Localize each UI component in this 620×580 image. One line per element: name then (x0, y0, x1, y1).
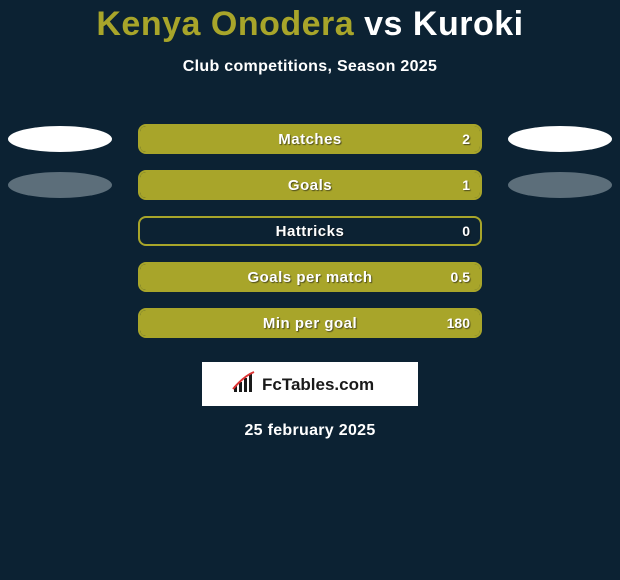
vs-label: vs (364, 5, 403, 43)
stat-label: Min per goal (140, 310, 480, 336)
stat-label: Matches (140, 126, 480, 152)
stat-bar: Min per goal180 (138, 308, 482, 338)
stat-bar: Goals per match0.5 (138, 262, 482, 292)
container: Kenya Onodera vs Kuroki Club competition… (0, 0, 620, 440)
stat-label: Goals per match (140, 264, 480, 290)
stat-bar: Hattricks0 (138, 216, 482, 246)
player1-name: Kenya Onodera (96, 5, 354, 43)
page-title: Kenya Onodera vs Kuroki (0, 5, 620, 44)
stat-value: 0.5 (451, 264, 470, 290)
subtitle: Club competitions, Season 2025 (0, 58, 620, 76)
stat-value: 2 (462, 126, 470, 152)
stat-value: 1 (462, 172, 470, 198)
stat-bar: Goals1 (138, 170, 482, 200)
left-bubble (8, 126, 112, 152)
left-bubble (8, 172, 112, 198)
stat-label: Goals (140, 172, 480, 198)
stat-row: Matches2 (0, 118, 620, 164)
stat-bar: Matches2 (138, 124, 482, 154)
logo-text: FcTables.com (262, 375, 374, 394)
fctables-logo: FcTables.com (230, 370, 390, 398)
stat-row: Hattricks0 (0, 210, 620, 256)
stat-row: Min per goal180 (0, 302, 620, 348)
right-bubble (508, 172, 612, 198)
player2-name: Kuroki (413, 5, 524, 43)
stat-row: Goals per match0.5 (0, 256, 620, 302)
right-bubble (508, 126, 612, 152)
date-label: 25 february 2025 (0, 422, 620, 440)
logo-box[interactable]: FcTables.com (202, 362, 418, 406)
stat-value: 0 (462, 218, 470, 244)
stat-rows: Matches2Goals1Hattricks0Goals per match0… (0, 118, 620, 348)
stat-label: Hattricks (140, 218, 480, 244)
stat-row: Goals1 (0, 164, 620, 210)
stat-value: 180 (447, 310, 470, 336)
